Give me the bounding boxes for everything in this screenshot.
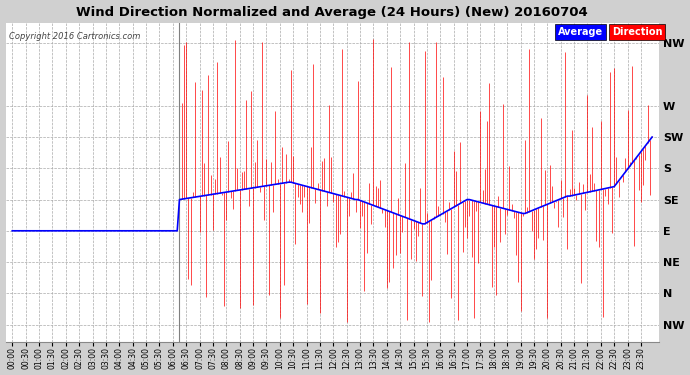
Text: Direction: Direction <box>612 27 662 37</box>
Text: Copyright 2016 Cartronics.com: Copyright 2016 Cartronics.com <box>9 32 140 41</box>
Text: Average: Average <box>558 27 602 37</box>
Title: Wind Direction Normalized and Average (24 Hours) (New) 20160704: Wind Direction Normalized and Average (2… <box>77 6 588 18</box>
